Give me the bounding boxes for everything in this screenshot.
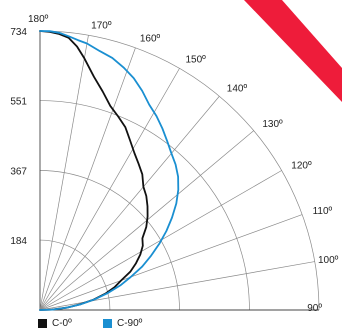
radial-tick-734: 734 [10,27,27,38]
series-line-0 [39,30,149,311]
radial-tick-551: 551 [10,97,27,108]
legend-label-c0: C-0º [52,318,72,329]
radial-tick-184: 184 [10,236,27,247]
grid-spoke-160 [39,47,136,311]
grid-ring-1 [39,170,180,311]
legend-item-c90: C-90º [103,318,142,329]
angle-tick-170: 170º [91,20,112,31]
legend-swatch-c90 [103,319,112,328]
angle-tick-110: 110º [313,206,333,217]
radial-tick-367: 367 [10,167,27,178]
grid-spoke-100 [39,261,315,311]
grid-spoke-170 [39,35,89,311]
angle-tick-160: 160º [140,33,161,44]
series-lines [39,30,180,311]
grid-ring-3 [39,30,320,311]
angle-tick-120: 120º [291,161,312,172]
legend-swatch-c0 [38,319,47,328]
grid-spoke-150 [39,68,180,311]
grid-ring-2 [39,100,250,311]
grid-spoke-140 [39,96,220,311]
legend-item-c0: C-0º [38,318,72,329]
grid-ring-0 [39,239,111,311]
series-line-1 [39,30,180,311]
angle-tick-180: 180º [28,14,49,25]
polar-grid [39,30,320,311]
grid-spoke-110 [39,214,303,311]
angle-tick-150: 150º [186,55,207,66]
brand-mark-icon [244,0,342,102]
angle-tick-130: 130º [262,119,283,130]
angle-tick-90: 90º [307,303,322,314]
legend-label-c90: C-90º [117,318,143,329]
angle-tick-140: 140º [227,84,248,95]
angle-tick-100: 100º [318,255,339,266]
tick-labels: 180º 170º 160º 150º 140º 130º 120º 110º 100º 90º 1… [10,14,338,314]
